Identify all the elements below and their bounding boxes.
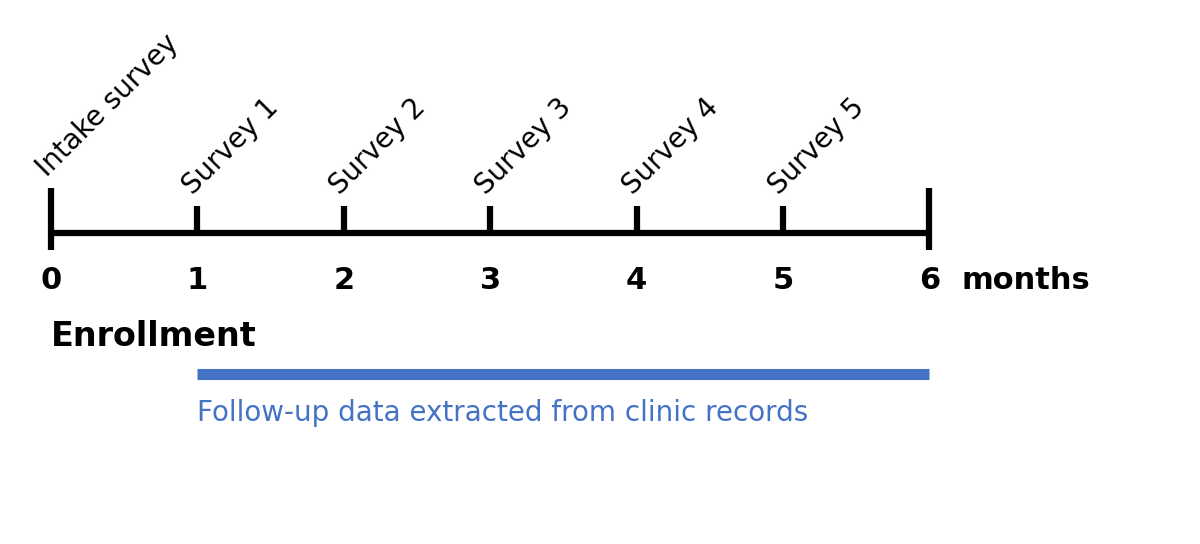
Text: Follow-up data extracted from clinic records: Follow-up data extracted from clinic rec… [197,399,809,426]
Text: 6: 6 [919,267,940,295]
Text: 2: 2 [334,267,354,295]
Text: Survey 4: Survey 4 [617,94,724,200]
Text: Survey 5: Survey 5 [763,94,870,200]
Text: 1: 1 [187,267,208,295]
Text: Survey 3: Survey 3 [470,93,577,200]
Text: 0: 0 [41,267,61,295]
Text: 4: 4 [626,267,647,295]
Text: 3: 3 [480,267,500,295]
Text: Survey 2: Survey 2 [324,94,431,200]
Text: months: months [961,267,1091,295]
Text: Intake survey: Intake survey [31,29,184,182]
Text: Survey 1: Survey 1 [178,94,284,200]
Text: 5: 5 [773,267,793,295]
Text: Enrollment: Enrollment [50,320,257,353]
